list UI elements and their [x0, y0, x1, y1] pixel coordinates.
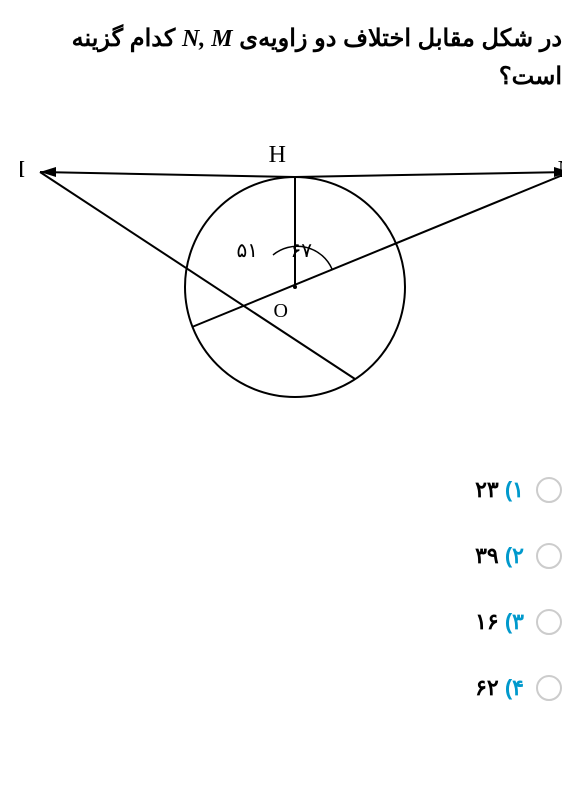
option-3-label: ۳) ۱۶	[475, 609, 524, 635]
radio-icon	[536, 477, 562, 503]
label-H: H	[269, 142, 286, 168]
geometry-diagram: M N H O ۵۱ ۶۷	[20, 127, 562, 417]
line-M-tangent	[40, 172, 355, 379]
option-2[interactable]: ۲) ۳۹	[60, 543, 562, 569]
question-math-vars: N, M	[182, 26, 233, 52]
option-3-value: ۱۶	[475, 609, 499, 634]
arrow-M	[40, 167, 56, 177]
options-container: ۱) ۲۳ ۲) ۳۹ ۳) ۱۶ ۴) ۶۲	[20, 477, 562, 701]
option-2-label: ۲) ۳۹	[475, 543, 524, 569]
radio-icon	[536, 609, 562, 635]
question-part1: در شکل مقابل اختلاف دو زاویه‌ی	[233, 25, 562, 52]
line-MH	[40, 172, 295, 177]
option-4[interactable]: ۴) ۶۲	[60, 675, 562, 701]
angle-left-label: ۵۱	[237, 240, 258, 262]
option-4-number: ۴)	[505, 675, 524, 700]
option-1[interactable]: ۱) ۲۳	[60, 477, 562, 503]
option-2-number: ۲)	[505, 543, 524, 568]
label-M: M	[20, 157, 25, 183]
radio-icon	[536, 675, 562, 701]
angle-right-label: ۶۷	[291, 240, 313, 262]
option-1-label: ۱) ۲۳	[475, 477, 524, 503]
option-1-number: ۱)	[505, 477, 524, 502]
center-dot	[293, 285, 297, 289]
option-3-number: ۳)	[505, 609, 524, 634]
option-2-value: ۳۹	[475, 543, 499, 568]
question-text: در شکل مقابل اختلاف دو زاویه‌ی N, M کدام…	[20, 20, 562, 97]
label-N: N	[558, 157, 562, 183]
option-4-label: ۴) ۶۲	[475, 675, 524, 701]
radio-icon	[536, 543, 562, 569]
option-1-value: ۲۳	[475, 477, 499, 502]
option-4-value: ۶۲	[475, 675, 499, 700]
line-HN	[295, 172, 562, 177]
label-O: O	[274, 300, 288, 322]
option-3[interactable]: ۳) ۱۶	[60, 609, 562, 635]
diagram-container: M N H O ۵۱ ۶۷	[20, 127, 562, 417]
